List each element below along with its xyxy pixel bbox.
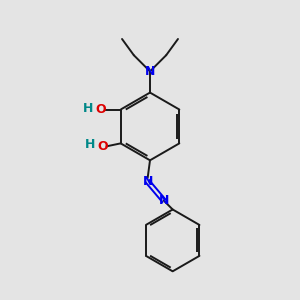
Text: H: H bbox=[82, 102, 93, 115]
Text: O: O bbox=[98, 140, 108, 153]
Text: N: N bbox=[142, 175, 153, 188]
Text: H: H bbox=[85, 138, 95, 151]
Text: N: N bbox=[159, 194, 169, 207]
Text: N: N bbox=[145, 65, 155, 78]
Text: O: O bbox=[96, 103, 106, 116]
